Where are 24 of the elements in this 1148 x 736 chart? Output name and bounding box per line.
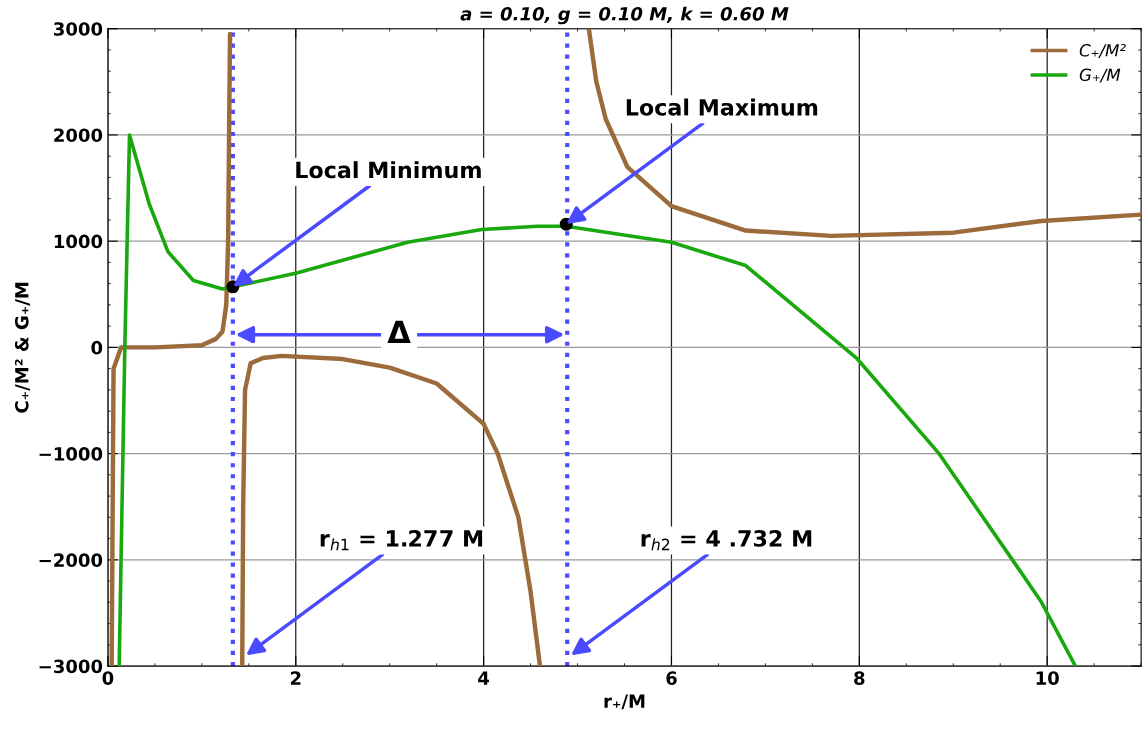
y-tick-label: 0 [91, 340, 103, 355]
annotation: r$_{h1}$ = 1.277 M [320, 530, 483, 551]
x-tick-label: 0 [102, 671, 114, 685]
x-tick-label: 4 [478, 671, 490, 685]
y-axis-title: C₊/M² & G₊/M [14, 282, 31, 413]
y-tick-label: 1000 [54, 234, 103, 249]
annotation: Δ [387, 320, 411, 344]
line-series [117, 133, 1078, 667]
legend-label: C₊/M² [1079, 44, 1126, 58]
y-tick-label: −3000 [39, 659, 103, 674]
annotation: Local Minimum [296, 161, 481, 179]
y-tick-label: −2000 [39, 553, 103, 567]
y-tick-label: −1000 [39, 447, 103, 461]
chart-title: a = 0.10, g = 0.10 M, k = 0.60 M [460, 6, 789, 25]
x-axis-title: r₊/M [604, 694, 645, 710]
y-tick-label: 3000 [54, 22, 103, 36]
legend-label: G₊/M [1079, 68, 1121, 83]
y-tick-label: 2000 [54, 128, 103, 143]
annotation: r$_{h2}$ = 4 .732 M [641, 530, 812, 551]
annotation: Local Maximum [626, 98, 818, 116]
x-tick-label: 2 [290, 671, 301, 685]
x-tick-label: 8 [854, 671, 865, 685]
x-tick-label: 6 [666, 671, 677, 685]
x-tick-label: 10 [1036, 671, 1059, 685]
